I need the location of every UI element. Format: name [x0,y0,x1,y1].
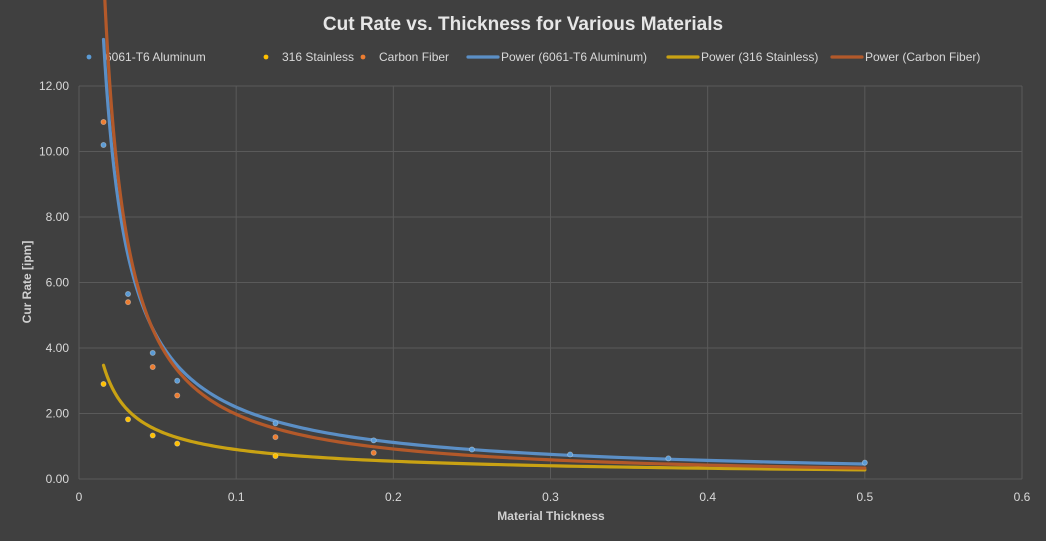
y-axis-title: Cur Rate [ipm] [20,241,34,324]
data-point-s0 [665,455,672,462]
x-tick-label: 0.4 [699,490,716,504]
chart-title: Cut Rate vs. Thickness for Various Mater… [323,14,723,35]
x-tick-label: 0 [76,490,83,504]
legend-label: Power (Carbon Fiber) [865,50,980,64]
data-point-s1 [174,440,181,447]
legend-label: 6061-T6 Aluminum [105,50,206,64]
legend-label: Carbon Fiber [379,50,449,64]
y-tick-label: 2.00 [46,407,70,421]
data-point-s0 [125,290,132,297]
y-tick-label: 8.00 [46,210,70,224]
legend-marker-dot [360,54,366,60]
data-point-s1 [149,432,156,439]
legend-marker-dot [263,54,269,60]
y-tick-label: 6.00 [46,276,70,290]
y-axis-ticks: 0.00 2.00 4.00 6.00 8.00 10.00 12.00 [39,79,69,486]
y-tick-label: 10.00 [39,145,69,159]
data-point-s2 [125,299,132,306]
legend: 6061-T6 Aluminum 316 Stainless Carbon Fibe… [86,50,980,64]
data-point-s2 [174,392,181,399]
gridlines [78,85,1023,480]
x-tick-label: 0.1 [228,490,245,504]
x-tick-label: 0.2 [385,490,402,504]
legend-label: Power (6061-T6 Aluminum) [501,50,647,64]
data-point-s0 [149,349,156,356]
data-points [100,119,868,466]
legend-label: 316 Stainless [282,50,354,64]
legend-marker-dot [86,54,92,60]
data-point-s0 [567,451,574,458]
data-point-s1 [100,381,107,388]
data-point-s0 [272,420,279,427]
data-point-s2 [149,363,156,370]
trendline-1 [101,363,867,472]
data-point-s0 [861,459,868,466]
data-point-s0 [468,446,475,453]
data-point-s2 [100,119,107,126]
x-axis-title: Material Thickness [497,509,605,523]
data-point-s0 [174,377,181,384]
y-tick-label: 12.00 [39,79,69,93]
y-tick-label: 4.00 [46,341,70,355]
data-point-s1 [272,453,279,460]
data-point-s1 [125,416,132,423]
data-point-s0 [370,437,377,444]
trendline-0 [101,37,867,466]
y-tick-label: 0.00 [46,472,70,486]
legend-label: Power (316 Stainless) [701,50,818,64]
trendlines [101,0,867,472]
x-tick-label: 0.6 [1014,490,1031,504]
trendline-2 [103,0,867,470]
data-point-s2 [272,434,279,441]
data-point-s0 [100,141,107,148]
x-tick-label: 0.5 [856,490,873,504]
x-axis-ticks: 0 0.1 0.2 0.3 0.4 0.5 0.6 [76,490,1031,504]
x-tick-label: 0.3 [542,490,559,504]
data-point-s2 [370,449,377,456]
